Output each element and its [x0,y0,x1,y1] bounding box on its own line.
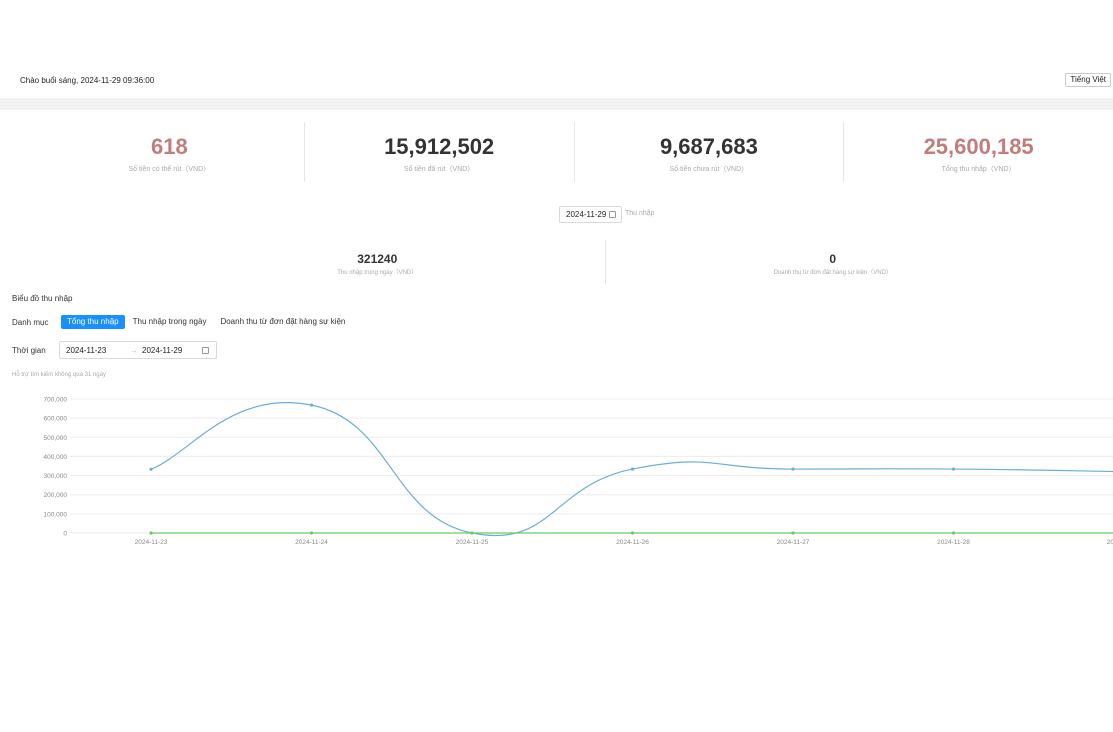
daily-value: 0 [829,252,837,266]
tab-daily-income[interactable]: Thu nhập trong ngày [132,317,207,326]
data-point [309,403,314,407]
divider-band [0,98,1113,110]
stat-not-withdrawn: 9,687,683 Số tiền chưa rút（VND） [573,122,844,182]
daily-label: Thu nhập trong ngày（VND） [337,270,418,276]
stat-withdrawn: 15,912,502 Số tiền đã rút（VND） [303,122,574,182]
y-tick-label: 0 [63,531,67,538]
category-tabs: Tổng thu nhập Thu nhập trong ngày Doanh … [61,315,353,329]
data-point [630,467,635,471]
daily-value: 321240 [357,252,398,266]
stat-value: 25,600,185 [923,134,1034,159]
daily-event-revenue: 0 Doanh thu từ đơn đặt hàng sự kiện（VND） [604,240,1061,284]
x-tick-label: 2024 [1107,539,1113,546]
x-tick-label: 2024-11-23 [135,539,168,546]
data-point [951,467,956,471]
y-tick-label: 600,000 [44,416,68,423]
y-tick-label: 700,000 [44,397,68,404]
x-tick-label: 2024-11-25 [456,539,489,546]
date-picker[interactable]: 2024-11-29 [559,206,622,223]
daily-income: 321240 Thu nhập trong ngày（VND） [150,240,605,284]
summary-stats: 618 Số tiền có thể rút（VND） 15,912,502 S… [35,122,1113,182]
stat-value: 15,912,502 [384,134,495,159]
range-end[interactable]: 2024-11-29 [142,346,183,355]
stat-label: Số tiền chưa rút（VND） [669,166,749,173]
range-hint: Hỗ trợ tìm kiếm không quá 31 ngày [12,372,106,378]
calendar-icon [202,347,209,354]
date-picker-suffix: Thu nhập [625,210,655,217]
x-tick-label: 2024-11-27 [777,539,810,546]
y-tick-label: 200,000 [44,492,68,499]
y-tick-label: 300,000 [44,473,68,480]
stat-label: Tổng thu nhập（VND） [941,166,1016,173]
x-tick-label: 2024-11-28 [937,539,970,546]
stat-value: 618 [151,134,188,159]
data-point [791,467,795,471]
x-tick-label: 2024-11-24 [295,539,328,546]
daily-label: Doanh thu từ đơn đặt hàng sự kiện（VND） [773,270,892,276]
income-line-chart: 0 100,000 200,000 300,000 400,000 500,000 600,… [44,397,1113,546]
chart-section-title: Biểu đồ thu nhập [12,294,73,303]
range-start[interactable]: 2024-11-23 [66,346,107,355]
x-tick-label: 2024-11-26 [616,539,649,546]
stat-label: Số tiền đã rút（VND） [403,166,475,173]
category-label: Danh mục [12,318,49,327]
stat-label: Số tiền có thể rút（VND） [128,166,211,173]
y-tick-label: 400,000 [44,454,68,461]
time-label: Thời gian [12,346,46,355]
greeting-text: Chào buổi sáng, 2024-11-29 09:36:00 [20,76,155,85]
calendar-icon [609,211,616,218]
data-point [951,531,956,535]
range-arrow-icon: → [130,346,138,355]
stat-withdrawable: 618 Số tiền có thể rút（VND） [35,122,304,182]
language-button[interactable]: Tiếng Việt [1065,73,1111,87]
stat-total-income: 25,600,185 Tổng thu nhập（VND） [843,122,1113,182]
data-point [470,531,474,535]
date-range-picker[interactable]: 2024-11-23 → 2024-11-29 [59,341,217,359]
data-point [791,531,795,535]
date-picker-value: 2024-11-29 [566,210,607,219]
data-point [149,531,153,535]
y-tick-label: 500,000 [44,435,68,442]
y-tick-label: 100,000 [44,511,68,518]
tab-total-income[interactable]: Tổng thu nhập [61,315,125,329]
data-point [309,531,314,535]
daily-stats: 321240 Thu nhập trong ngày（VND） 0 Doanh … [150,240,1060,284]
stat-value: 9,687,683 [659,134,758,159]
data-point [149,467,153,471]
tab-event-revenue[interactable]: Doanh thu từ đơn đặt hàng sự kiện [220,317,346,326]
top-header: Chào buổi sáng, 2024-11-29 09:36:00 Tiến… [0,68,1113,94]
data-point [630,531,635,535]
